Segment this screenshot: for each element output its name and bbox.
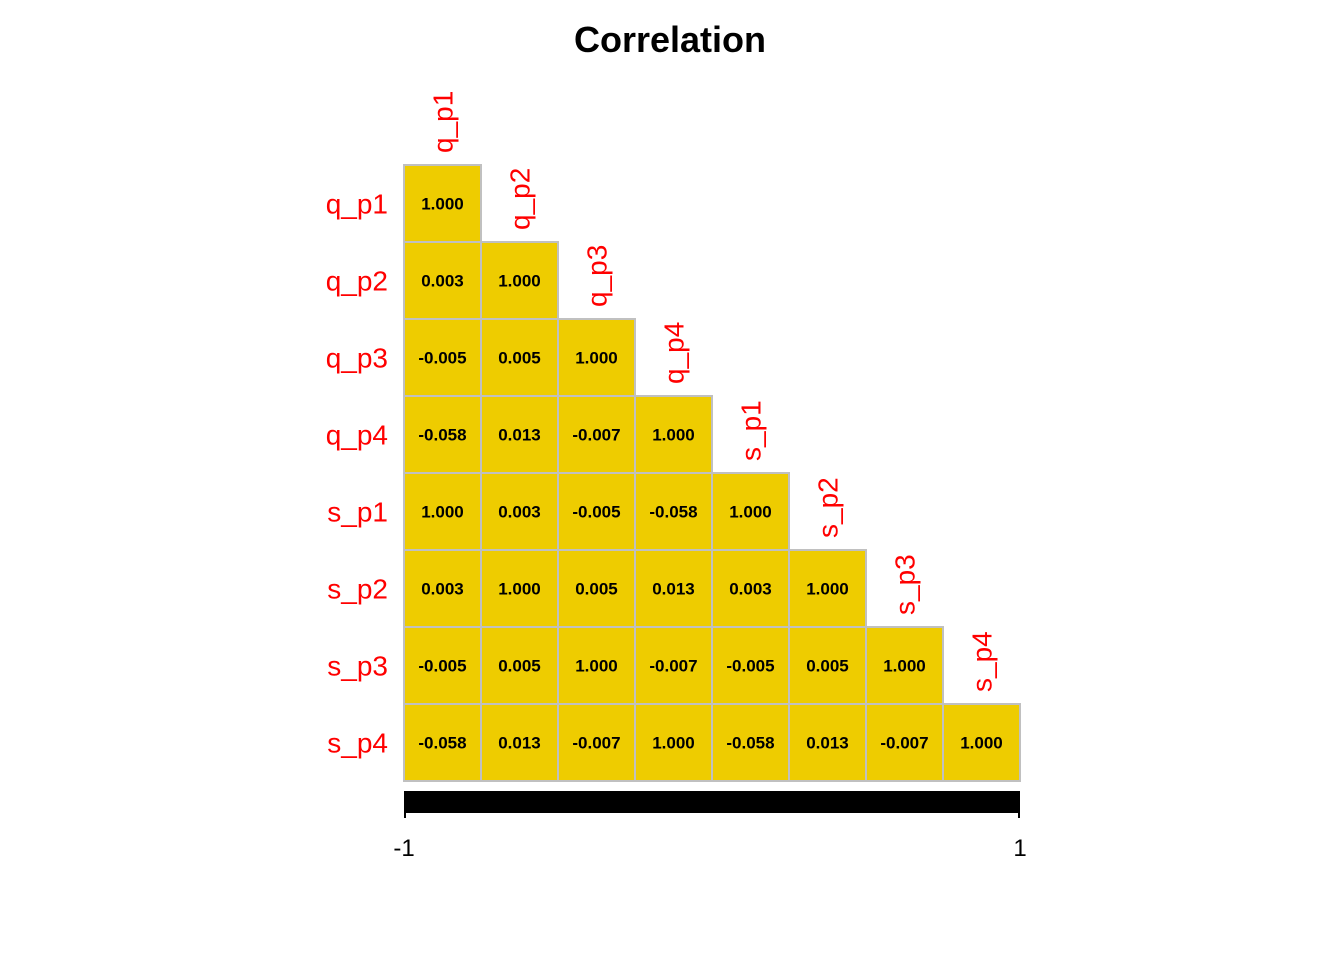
cell-value-label: 0.003 [421, 272, 464, 291]
cell-value-label: 1.000 [421, 503, 464, 522]
cell-value-label: -0.058 [726, 734, 774, 753]
cell-value-label: -0.005 [572, 503, 620, 522]
heatmap-cell [942, 703, 1021, 782]
heatmap-cell [711, 549, 790, 628]
column-label: s_p4 [967, 631, 998, 692]
cell-value-label: 0.005 [498, 657, 541, 676]
cell-value-label: -0.058 [649, 503, 697, 522]
heatmap-cell [403, 626, 482, 705]
colorbar-tick-label: 1 [1013, 835, 1026, 862]
cell-value-label: 0.003 [421, 580, 464, 599]
cell-value-label: 0.005 [575, 580, 618, 599]
column-label: s_p2 [813, 477, 844, 538]
heatmap-cell [634, 395, 713, 474]
row-label: s_p4 [327, 728, 388, 759]
cell-value-label: 1.000 [960, 734, 1003, 753]
column-label: s_p1 [736, 400, 767, 461]
cell-value-label: -0.007 [880, 734, 928, 753]
cell-value-label: -0.005 [418, 349, 466, 368]
heatmap-cell [788, 549, 867, 628]
cell-value-label: 1.000 [652, 426, 695, 445]
heatmap-cell [480, 395, 559, 474]
heatmap-cell [788, 703, 867, 782]
cell-value-label: 0.013 [498, 426, 541, 445]
cell-value-label: 0.005 [498, 349, 541, 368]
column-label: q_p1 [428, 91, 459, 153]
heatmap-cell [865, 703, 944, 782]
heatmap-cell [634, 472, 713, 551]
column-label: q_p2 [505, 168, 536, 230]
cell-value-label: -0.007 [572, 426, 620, 445]
heatmap-cell [557, 318, 636, 397]
cell-value-label: 1.000 [498, 272, 541, 291]
heatmap-cell [557, 549, 636, 628]
row-label: q_p4 [326, 420, 388, 451]
row-label: s_p2 [327, 574, 388, 605]
row-label: q_p1 [326, 189, 388, 220]
chart-title: Correlation [574, 19, 766, 60]
heatmap-cell [480, 472, 559, 551]
heatmap-cell [480, 626, 559, 705]
heatmap-cell [557, 703, 636, 782]
row-label: q_p3 [326, 343, 388, 374]
column-label: s_p3 [890, 554, 921, 615]
row-label: s_p1 [327, 497, 388, 528]
cell-value-label: 0.003 [729, 580, 772, 599]
heatmap-cell [403, 241, 482, 320]
cell-value-label: -0.005 [726, 657, 774, 676]
cell-value-label: -0.007 [572, 734, 620, 753]
cell-value-label: -0.058 [418, 426, 466, 445]
colorbar-tick-label: -1 [393, 835, 414, 862]
cell-value-label: 0.013 [806, 734, 849, 753]
cell-value-label: 1.000 [729, 503, 772, 522]
cell-value-label: 0.013 [498, 734, 541, 753]
row-label: s_p3 [327, 651, 388, 682]
heatmap-cell [634, 549, 713, 628]
cell-value-label: 1.000 [421, 195, 464, 214]
cell-value-label: 1.000 [883, 657, 926, 676]
cell-value-label: 1.000 [806, 580, 849, 599]
cell-value-label: -0.005 [418, 657, 466, 676]
cell-value-label: 1.000 [575, 657, 618, 676]
cell-value-label: 0.013 [652, 580, 695, 599]
column-label: q_p4 [659, 322, 690, 384]
heatmap-cell [403, 164, 482, 243]
column-label: q_p3 [582, 245, 613, 307]
cell-value-label: -0.007 [649, 657, 697, 676]
heatmap-cell [480, 549, 559, 628]
heatmap-cell [403, 549, 482, 628]
row-label: q_p2 [326, 266, 388, 297]
heatmap-cell [865, 626, 944, 705]
cell-value-label: -0.058 [418, 734, 466, 753]
heatmap-cell [788, 626, 867, 705]
cell-value-label: 1.000 [652, 734, 695, 753]
cell-value-label: 0.005 [806, 657, 849, 676]
heatmap-cell [403, 703, 482, 782]
cell-value-label: 1.000 [498, 580, 541, 599]
cell-value-label: 1.000 [575, 349, 618, 368]
colorbar [404, 791, 1020, 813]
cell-value-label: 0.003 [498, 503, 541, 522]
